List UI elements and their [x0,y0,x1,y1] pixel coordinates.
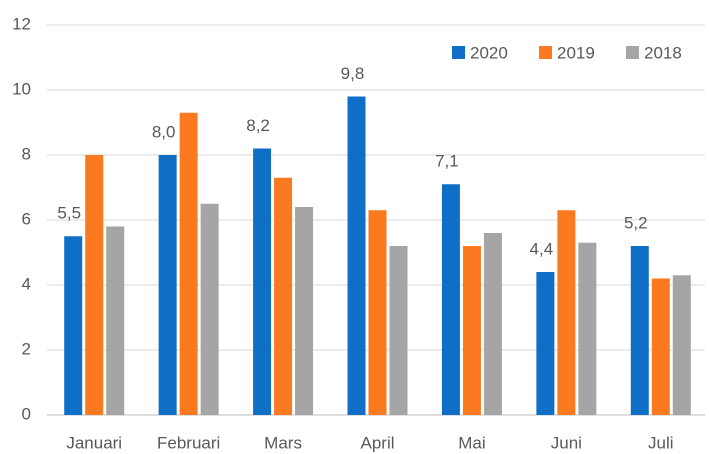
data-label: 4,4 [530,239,554,258]
bar [483,233,502,415]
y-tick-label: 10 [12,79,31,98]
bar [441,184,460,415]
y-tick-label: 12 [12,14,31,33]
legend-label: 2020 [470,43,508,62]
legend-swatch [539,46,552,59]
y-tick-label: 0 [22,404,31,423]
bar [200,203,219,415]
bar [389,246,408,415]
legend-swatch [626,46,639,59]
x-tick-label: Mai [458,433,485,452]
bar [462,246,481,415]
y-tick-label: 6 [22,209,31,228]
bar [630,246,649,415]
bar [85,155,104,415]
bar [651,278,670,415]
bar [158,155,177,415]
legend-label: 2018 [644,43,682,62]
x-tick-label: Juli [648,433,674,452]
y-tick-label: 4 [22,274,31,293]
bar [557,210,576,415]
legend-swatch [452,46,465,59]
data-label: 9,8 [341,64,365,83]
bar [253,148,272,415]
bar [672,275,691,415]
bar [347,96,366,415]
data-label: 8,0 [152,122,176,141]
y-tick-label: 8 [22,144,31,163]
bar [368,210,387,415]
x-tick-label: Februari [157,433,220,452]
bar [578,242,597,415]
x-tick-label: April [360,433,394,452]
y-tick-label: 2 [22,339,31,358]
bar [295,207,314,415]
legend-label: 2019 [557,43,595,62]
x-tick-label: Januari [66,433,122,452]
data-label: 7,1 [435,152,459,171]
bar [179,112,198,415]
bar [106,226,125,415]
data-label: 8,2 [246,116,270,135]
bar [274,177,293,415]
x-tick-label: Mars [264,433,302,452]
x-tick-label: Juni [551,433,582,452]
bar [536,272,555,415]
data-label: 5,2 [624,213,648,232]
bar [64,236,83,415]
data-label: 5,5 [57,204,81,223]
